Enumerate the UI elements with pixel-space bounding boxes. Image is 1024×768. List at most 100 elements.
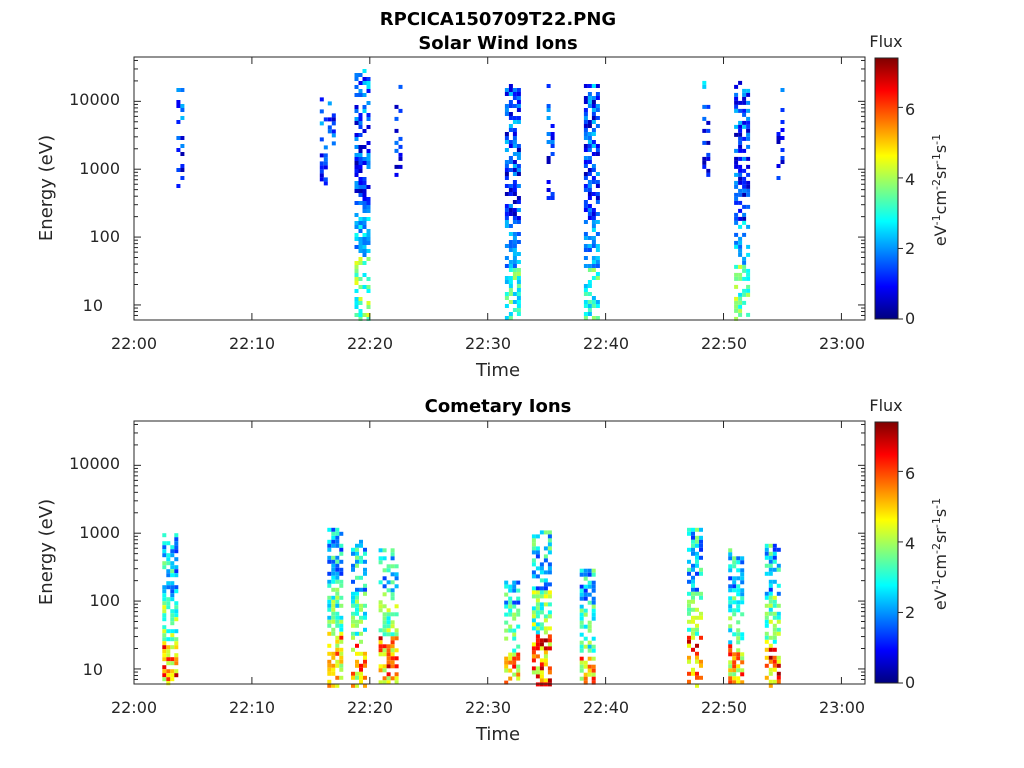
heatmap-cell (699, 567, 703, 572)
heatmap-cell (516, 96, 521, 100)
heatmap-cell (699, 543, 703, 548)
heatmap-cell (378, 604, 383, 609)
heatmap-cell (162, 669, 167, 674)
heatmap-cell (327, 631, 332, 636)
heatmap-cell (512, 300, 517, 304)
heatmap-cell (358, 261, 363, 265)
heatmap-cell (579, 648, 584, 653)
heatmap-cell (531, 642, 536, 647)
heatmap-cell (780, 108, 785, 112)
heatmap-cell (358, 285, 363, 289)
heatmap-cell (358, 169, 363, 173)
heatmap-cell (547, 538, 552, 543)
heatmap-cell (583, 572, 588, 577)
heatmap-cell (691, 567, 695, 572)
heatmap-cell (508, 92, 513, 96)
heatmap-cell (587, 640, 592, 645)
heatmap-cell (543, 638, 548, 643)
heatmap-cell (366, 301, 371, 305)
heatmap-cell (362, 233, 367, 237)
heatmap-cell (591, 140, 596, 144)
heatmap-cell (516, 116, 521, 120)
heatmap-cell (587, 92, 592, 96)
heatmap-cell (728, 624, 733, 629)
heatmap-cell (339, 567, 344, 572)
heatmap-cell (351, 675, 355, 680)
heatmap-cell (162, 613, 167, 618)
heatmap-cell (691, 619, 695, 624)
colorbar-tick-label: 6 (905, 100, 915, 119)
heatmap-cell (583, 316, 588, 320)
heatmap-cell (512, 636, 517, 641)
heatmap-cell (504, 220, 509, 224)
heatmap-cell (732, 556, 737, 561)
heatmap-cell (531, 670, 536, 675)
heatmap-cell (728, 548, 733, 553)
heatmap-cell (351, 579, 355, 584)
heatmap-cell (547, 534, 552, 539)
heatmap-cell (734, 272, 739, 277)
heatmap-cell (531, 534, 536, 539)
heatmap-cell (591, 260, 596, 264)
heatmap-cell (695, 555, 699, 560)
heatmap-cell (362, 145, 367, 149)
heatmap-cell (579, 596, 584, 601)
heatmap-cell (359, 639, 363, 644)
heatmap-cell (504, 104, 509, 108)
heatmap-cell (366, 217, 371, 221)
heatmap-cell (170, 545, 175, 550)
heatmap-cell (587, 244, 592, 248)
heatmap-cell (180, 88, 185, 92)
heatmap-cell (591, 644, 596, 649)
heatmap-cell (734, 216, 739, 221)
heatmap-cell (354, 281, 359, 285)
heatmap-cell (583, 204, 588, 208)
heatmap-cell (583, 188, 588, 192)
heatmap-cell (768, 611, 773, 616)
heatmap-cell (746, 124, 751, 129)
heatmap-cell (516, 232, 521, 236)
heatmap-cell (335, 675, 340, 680)
heatmap-cell (358, 125, 363, 129)
heatmap-cell (539, 670, 544, 675)
heatmap-cell (319, 97, 324, 102)
heatmap-cell (595, 264, 600, 268)
heatmap-cell (390, 612, 395, 617)
heatmap-cell (706, 168, 711, 173)
heatmap-cell (768, 551, 773, 556)
heatmap-cell (738, 80, 743, 85)
heatmap-cell (366, 161, 371, 165)
heatmap-cell (359, 587, 363, 592)
heatmap-cell (327, 595, 332, 600)
heatmap-cell (591, 612, 596, 617)
heatmap-cell (591, 224, 596, 228)
heatmap-cell (742, 212, 747, 217)
heatmap-cell (691, 539, 695, 544)
heatmap-cell (354, 109, 359, 113)
heatmap-cell (516, 308, 521, 312)
heatmap-cell (591, 668, 596, 673)
heatmap-cell (170, 617, 175, 622)
heatmap-cell (772, 627, 777, 632)
heatmap-cell (768, 567, 773, 572)
heatmap-cell (362, 185, 367, 189)
heatmap-cell (378, 628, 383, 633)
heatmap-cell (358, 297, 363, 301)
heatmap-cell (335, 539, 340, 544)
heatmap-cell (587, 140, 592, 144)
heatmap-cell (591, 228, 596, 232)
heatmap-cell (366, 241, 371, 245)
heatmap-cell (728, 640, 733, 645)
heatmap-cell (355, 563, 359, 568)
heatmap-cell (516, 624, 521, 629)
heatmap-cell (516, 144, 521, 148)
heatmap-cell (579, 584, 584, 589)
heatmap-cell (508, 124, 513, 128)
heatmap-cell (740, 680, 745, 685)
heatmap-cell (546, 84, 551, 88)
heatmap-cell (738, 264, 743, 269)
heatmap-cell (535, 554, 540, 559)
heatmap-cell (732, 664, 737, 669)
heatmap-cell (512, 652, 517, 657)
heatmap-cell (734, 284, 739, 289)
